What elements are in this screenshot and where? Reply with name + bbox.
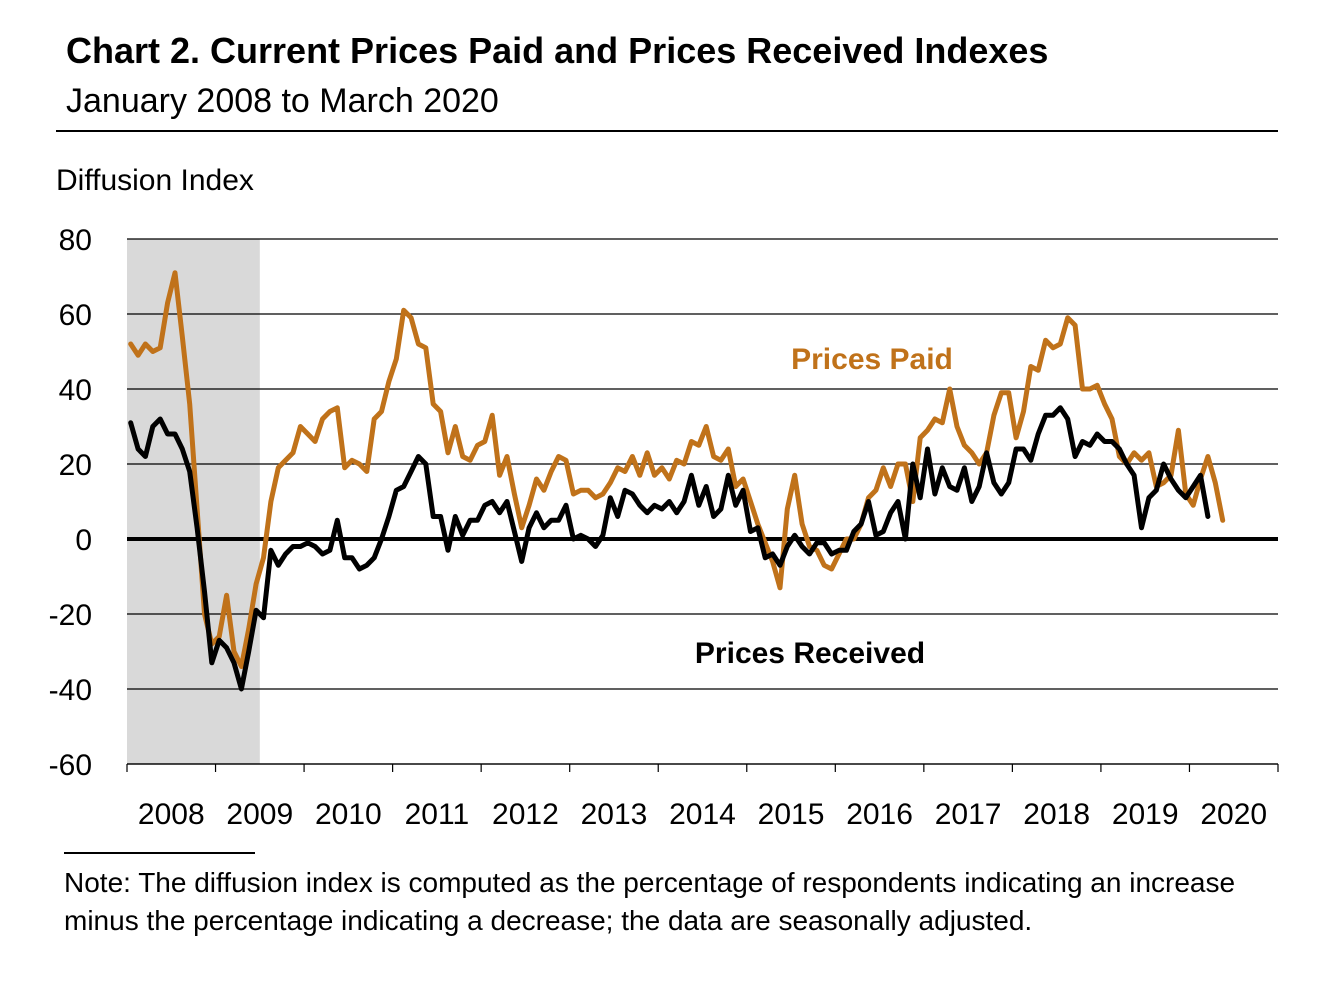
x-tick-label: 2020: [1200, 798, 1267, 831]
x-tick-label: 2008: [138, 798, 205, 831]
y-axis-title: Diffusion Index: [56, 164, 254, 197]
footnote: Note: The diffusion index is computed as…: [64, 867, 1236, 936]
x-tick-label: 2019: [1112, 798, 1179, 831]
y-tick-label: 60: [59, 299, 92, 332]
y-tick-label: -60: [49, 749, 92, 782]
chart-title: Chart 2. Current Prices Paid and Prices …: [66, 30, 1049, 71]
x-tick-label: 2012: [492, 798, 559, 831]
x-tick-label: 2017: [935, 798, 1002, 831]
note-divider: [64, 852, 255, 854]
x-tick-label: 2010: [315, 798, 382, 831]
x-tick-label: 2015: [758, 798, 825, 831]
series-line-prices-received: [128, 405, 1211, 692]
chart-subtitle: January 2008 to March 2020: [66, 82, 499, 120]
x-tick-label: 2018: [1023, 798, 1090, 831]
x-tick-label: 2013: [581, 798, 648, 831]
x-tick-label: 2014: [669, 798, 736, 831]
x-tick-label: 2016: [846, 798, 913, 831]
x-axis: 2008 2009 2010 2011 2012 2013 2014 2015 2016 2017…: [126, 763, 1279, 831]
y-tick-label: 40: [59, 374, 92, 407]
y-tick-label: 0: [75, 524, 92, 557]
y-tick-label: 80: [59, 224, 92, 257]
series-layer: [128, 270, 1226, 692]
y-tick-label: -40: [49, 674, 92, 707]
y-tick-label: 20: [59, 449, 92, 482]
series-label-prices-paid: Prices Paid: [791, 343, 953, 376]
series-line-prices-paid: [128, 270, 1226, 669]
gridlines: -60 -40 -20 0 20 40 60 80: [49, 224, 1278, 782]
x-tick-label: 2011: [405, 798, 470, 831]
series-label-prices-received: Prices Received: [695, 637, 925, 670]
x-tick-label: 2009: [226, 798, 293, 831]
y-tick-label: -20: [49, 599, 92, 632]
title-divider: [56, 130, 1278, 132]
